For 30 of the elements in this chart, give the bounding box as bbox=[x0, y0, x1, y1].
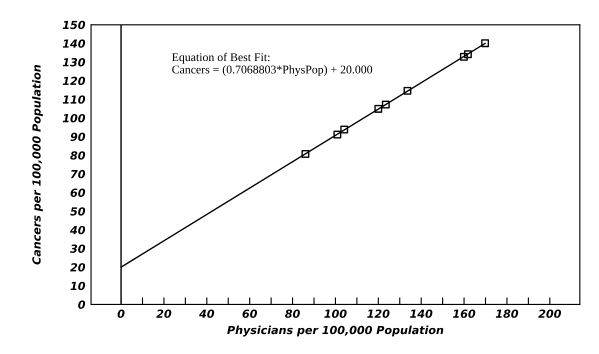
x-tick-label: 100 bbox=[324, 309, 347, 318]
y-tick-label: 130 bbox=[62, 58, 86, 66]
y-tick-label: 60 bbox=[70, 188, 86, 197]
y-tick-label: 80 bbox=[70, 151, 86, 160]
x-tick-label: 80 bbox=[285, 309, 300, 318]
x-tick-label: 140 bbox=[410, 309, 432, 318]
annotation: Equation of Best Fit: Cancers = (0.7068803*PhysPop) + 20.000 bbox=[172, 52, 372, 76]
x-tick-label: 60 bbox=[242, 309, 258, 318]
y-tick-label: 20 bbox=[70, 263, 86, 272]
y-tick-label: 50 bbox=[70, 207, 86, 216]
x-tick-label: 20 bbox=[156, 309, 172, 318]
y-axis-title: Cancers per 100,000 Population bbox=[32, 64, 43, 264]
y-tick-label: 70 bbox=[70, 170, 86, 178]
y-tick-label: 110 bbox=[62, 95, 86, 104]
x-axis-title: Physicians per 100,000 Population bbox=[227, 326, 444, 336]
x-tick-label: 0 bbox=[118, 309, 125, 318]
y-tick-label: 100 bbox=[62, 114, 86, 122]
x-tick-label: 160 bbox=[452, 309, 476, 318]
x-tick-label: 200 bbox=[538, 309, 562, 318]
y-tick-label: 30 bbox=[70, 244, 86, 253]
y-tick-label: 40 bbox=[70, 226, 86, 234]
x-tick-label: 180 bbox=[496, 309, 518, 318]
y-tick-label: 140 bbox=[62, 39, 86, 48]
y-tick-label: 10 bbox=[70, 282, 86, 290]
x-tick-label: 40 bbox=[199, 309, 214, 318]
y-tick-label: 150 bbox=[62, 20, 86, 30]
y-tick-label: 120 bbox=[62, 76, 86, 86]
y-tick-label: 0 bbox=[78, 300, 86, 309]
y-tick-label: 90 bbox=[70, 132, 86, 142]
x-tick-label: 120 bbox=[367, 309, 390, 318]
